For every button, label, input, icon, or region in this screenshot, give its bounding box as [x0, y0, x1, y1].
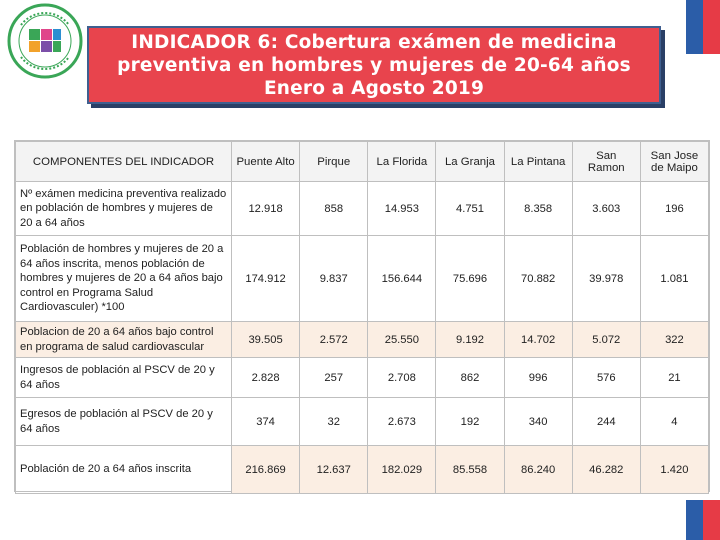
flag-stripe-top: [686, 0, 720, 54]
table-cell: 156.644: [367, 235, 437, 322]
table-cell: 216.869: [230, 445, 301, 494]
table-cell: 46.282: [571, 445, 641, 494]
header-la-granja: La Granja: [435, 141, 505, 182]
indicator-table: COMPONENTES DEL INDICADOR Puente Alto Pi…: [15, 141, 710, 494]
row-label: Poblacion de 20 a 64 años bajo control e…: [15, 321, 232, 358]
indicator-title-box: INDICADOR 6: Cobertura exámen de medicin…: [87, 26, 661, 104]
table-cell: 9.837: [299, 235, 369, 322]
table-cell: 244: [571, 397, 641, 446]
table-row: Población de 20 a 64 años inscrita 216.8…: [15, 445, 710, 494]
flag-blue-stripe: [686, 500, 703, 540]
header-pirque: Pirque: [299, 141, 369, 182]
ssmso-logo-graphic: [7, 3, 83, 79]
header-components: COMPONENTES DEL INDICADOR: [15, 141, 232, 182]
table-row: Ingresos de población al PSCV de 20 y 64…: [15, 357, 710, 398]
table-cell: 85.558: [435, 445, 505, 494]
table-cell: 340: [503, 397, 573, 446]
table-cell: 39.505: [230, 321, 301, 358]
table-cell: 2.828: [230, 357, 301, 398]
row-label: Egresos de población al PSCV de 20 y 64 …: [15, 397, 232, 446]
indicator-table-wrapper: COMPONENTES DEL INDICADOR Puente Alto Pi…: [14, 140, 710, 494]
table-cell: 9.192: [435, 321, 505, 358]
title-line-2: preventiva en hombres y mujeres de 20-64…: [117, 54, 631, 76]
title-line-1: INDICADOR 6: Cobertura exámen de medicin…: [131, 31, 617, 53]
table-cell: 257: [299, 357, 369, 398]
table-cell: 75.696: [435, 235, 505, 322]
table-cell: 14.953: [367, 181, 437, 236]
header-la-florida: La Florida: [367, 141, 437, 182]
table-cell: 174.912: [230, 235, 301, 322]
row-label: Nº exámen medicina preventiva realizado …: [15, 181, 232, 236]
table-cell: 576: [571, 357, 641, 398]
header-san-jose-de-maipo: San Jose de Maipo: [639, 141, 710, 182]
table-cell: 39.978: [571, 235, 641, 322]
row-label: Población de 20 a 64 años inscrita: [15, 445, 232, 494]
title-line-3: Enero a Agosto 2019: [263, 77, 485, 99]
table-cell: 2.673: [367, 397, 437, 446]
table-cell: 192: [435, 397, 505, 446]
table-cell: 2.708: [367, 357, 437, 398]
table-row: Egresos de población al PSCV de 20 y 64 …: [15, 397, 710, 446]
table-cell: 12.918: [230, 181, 301, 236]
table-row: Nº exámen medicina preventiva realizado …: [15, 181, 710, 236]
table-cell: 862: [435, 357, 505, 398]
header-puente-alto: Puente Alto: [230, 141, 301, 182]
table-cell: 32: [299, 397, 369, 446]
table-header-row: COMPONENTES DEL INDICADOR Puente Alto Pi…: [15, 141, 710, 182]
table-cell: 8.358: [503, 181, 573, 236]
table-cell: 4.751: [435, 181, 505, 236]
header-la-pintana: La Pintana: [503, 141, 573, 182]
table-cell: 14.702: [503, 321, 573, 358]
table-cell: 2.572: [299, 321, 369, 358]
row-label: Ingresos de población al PSCV de 20 y 64…: [15, 357, 232, 398]
table-cell: 12.637: [299, 445, 369, 494]
flag-blue-stripe: [686, 0, 703, 54]
table-cell: 1.081: [639, 235, 710, 322]
table-cell: 21: [639, 357, 710, 398]
table-cell: 1.420: [639, 445, 710, 494]
table-cell: 374: [230, 397, 301, 446]
table-cell: 996: [503, 357, 573, 398]
table-cell: 858: [299, 181, 369, 236]
table-cell: 4: [639, 397, 710, 446]
flag-red-stripe: [703, 0, 720, 54]
table-cell: 3.603: [571, 181, 641, 236]
table-cell: 196: [639, 181, 710, 236]
table-cell: 86.240: [503, 445, 573, 494]
table-cell: 25.550: [367, 321, 437, 358]
table-cell: 322: [639, 321, 710, 358]
table-row: Poblacion de 20 a 64 años bajo control e…: [15, 321, 710, 358]
flag-red-stripe: [703, 500, 720, 540]
flag-stripe-bottom: [686, 500, 720, 540]
table-cell: 70.882: [503, 235, 573, 322]
table-row: Población de hombres y mujeres de 20 a 6…: [15, 235, 710, 322]
ssmso-logo: [7, 3, 83, 79]
table-cell: 5.072: [571, 321, 641, 358]
header-san-ramon: San Ramon: [571, 141, 641, 182]
table-cell: 182.029: [367, 445, 437, 494]
row-label: Población de hombres y mujeres de 20 a 6…: [15, 235, 232, 322]
